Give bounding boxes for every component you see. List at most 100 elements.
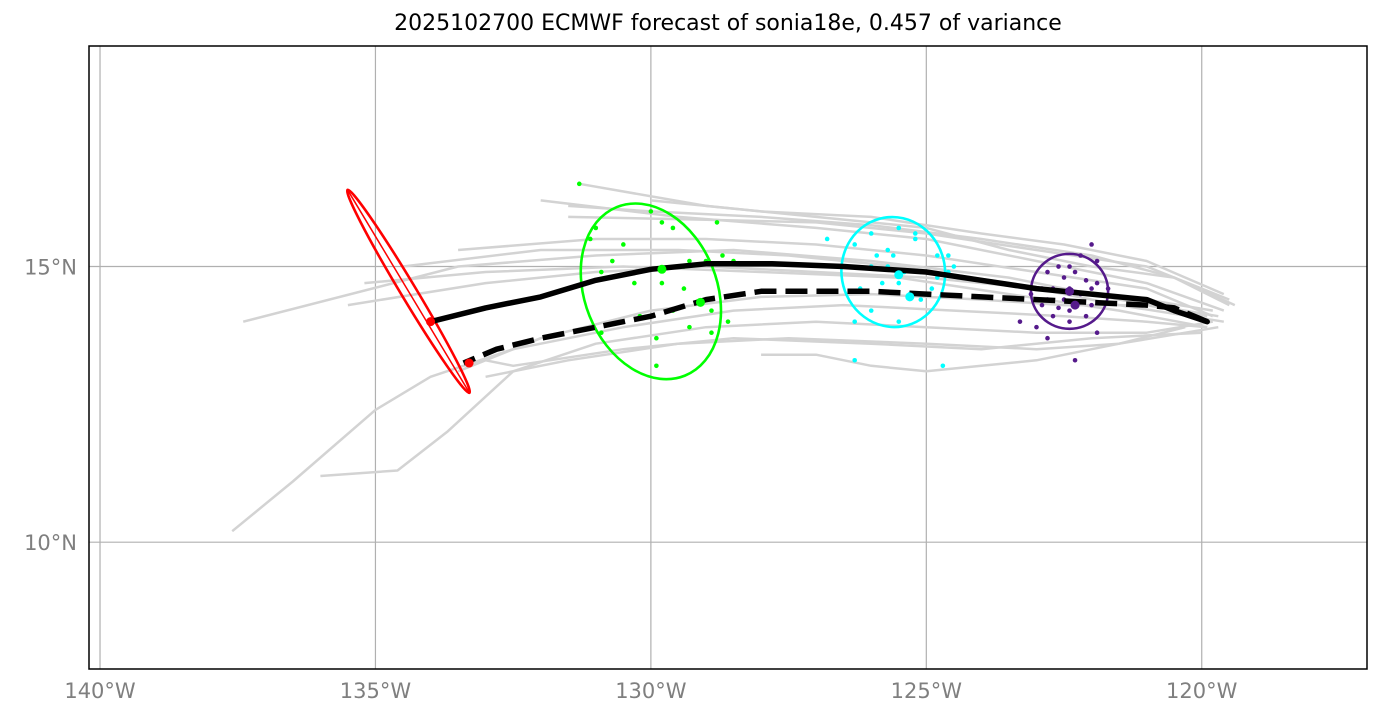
map-frame [88, 45, 1368, 670]
member-position-mid [935, 253, 940, 258]
mean-position-marker-end [464, 358, 474, 368]
mean-position-markers [426, 264, 1080, 368]
member-position-late [599, 330, 604, 335]
member-position-early [1094, 280, 1100, 286]
member-position-mid [868, 231, 874, 236]
x-tick-label: 120°W [1166, 679, 1238, 703]
member-position-early [1039, 302, 1045, 308]
ensemble-track [761, 325, 1186, 373]
member-position-early [1078, 253, 1083, 258]
member-position-early [1045, 335, 1050, 341]
ensemble-track [485, 325, 1219, 379]
member-position-early [1017, 319, 1023, 324]
member-position-early [1072, 269, 1078, 275]
mean-position-marker-early [1070, 300, 1080, 310]
x-tick-label: 125°W [891, 679, 963, 703]
mean-position-marker-mid [894, 270, 904, 280]
ensemble-track [320, 320, 1214, 478]
member-position-mid [879, 280, 885, 286]
member-position-late [714, 220, 720, 225]
member-position-mid [951, 264, 957, 269]
member-position-early [1083, 278, 1089, 283]
member-position-early [1072, 357, 1078, 363]
member-position-early [1061, 275, 1067, 280]
member-position-late [593, 225, 599, 231]
mean-tracks [427, 261, 1210, 366]
member-position-mid [912, 236, 918, 242]
y-tick-label: 10°N [24, 531, 77, 555]
gridlines [89, 46, 1367, 669]
member-position-mid [929, 286, 935, 291]
member-position-early [1028, 291, 1034, 297]
member-position-late [720, 253, 725, 258]
member-position-mid [890, 253, 896, 258]
member-position-late [654, 335, 659, 341]
member-position-mid [874, 253, 880, 258]
x-tick-label: 130°W [615, 679, 687, 703]
uncertainty-ellipses [345, 188, 1110, 395]
mean-track-solid [427, 261, 1210, 325]
member-position-late [659, 220, 665, 225]
member-position-late [621, 242, 626, 247]
member-position-early [1067, 308, 1072, 313]
member-position-early [1089, 286, 1094, 291]
ensemble-track [650, 199, 1225, 296]
x-tick-label: 135°W [340, 679, 412, 703]
mean-position-marker-end [426, 317, 436, 327]
member-position-late [654, 363, 659, 369]
ensemble-track [364, 265, 1208, 329]
member-position-late [659, 280, 665, 286]
member-position-mid [868, 308, 874, 313]
map-title: 2025102700 ECMWF forecast of sonia18e, 0… [394, 11, 1062, 36]
member-position-late [632, 280, 637, 286]
uncertainty-ellipse-mid [840, 215, 947, 329]
uncertainty-ellipse-early [1029, 252, 1110, 331]
member-position-mid [918, 297, 924, 302]
ensemble-track [231, 303, 1208, 533]
member-position-late [670, 225, 676, 231]
member-position-early [1089, 302, 1094, 308]
uncertainty-ellipse-axis [346, 189, 471, 394]
member-position-mid [940, 363, 946, 369]
member-position-early [1067, 264, 1072, 269]
mean-position-marker-late [657, 264, 667, 274]
member-position-mid [896, 225, 902, 231]
member-position-early [1094, 330, 1100, 335]
ensemble-track [540, 199, 1225, 312]
member-position-late [687, 324, 692, 330]
member-position-early [1045, 269, 1050, 275]
member-position-mid [852, 319, 857, 324]
member-position-early [1105, 286, 1111, 291]
member-position-mid [852, 242, 857, 247]
mean-track-dashed [462, 288, 1209, 366]
member-position-early [1067, 319, 1072, 324]
mean-position-marker-late [695, 297, 705, 307]
member-position-mid [912, 231, 918, 236]
member-position-early [1056, 305, 1061, 311]
member-position-late [599, 269, 604, 275]
member-position-early [1083, 313, 1089, 319]
member-position-late [709, 308, 714, 313]
member-position-late [576, 181, 582, 187]
member-position-early [1056, 264, 1061, 269]
uncertainty-ellipse-late [579, 202, 723, 381]
member-position-late [681, 286, 687, 291]
member-position-late [709, 330, 714, 335]
y-tick-label: 15°N [24, 256, 77, 280]
member-position-early [1089, 242, 1094, 247]
member-position-late [648, 209, 654, 214]
mean-position-marker-mid [905, 292, 915, 302]
ensemble-track [568, 215, 1230, 301]
mean-position-marker-early [1065, 286, 1075, 296]
member-position-late [587, 236, 593, 242]
ensemble-track [485, 331, 1202, 368]
member-position-late [725, 319, 731, 324]
plot-area [231, 181, 1236, 533]
member-position-early [1034, 324, 1039, 330]
member-position-early [1094, 258, 1100, 264]
member-position-early [1050, 313, 1056, 319]
member-position-late [610, 258, 615, 264]
member-position-mid [824, 236, 830, 242]
member-position-mid [946, 253, 951, 258]
